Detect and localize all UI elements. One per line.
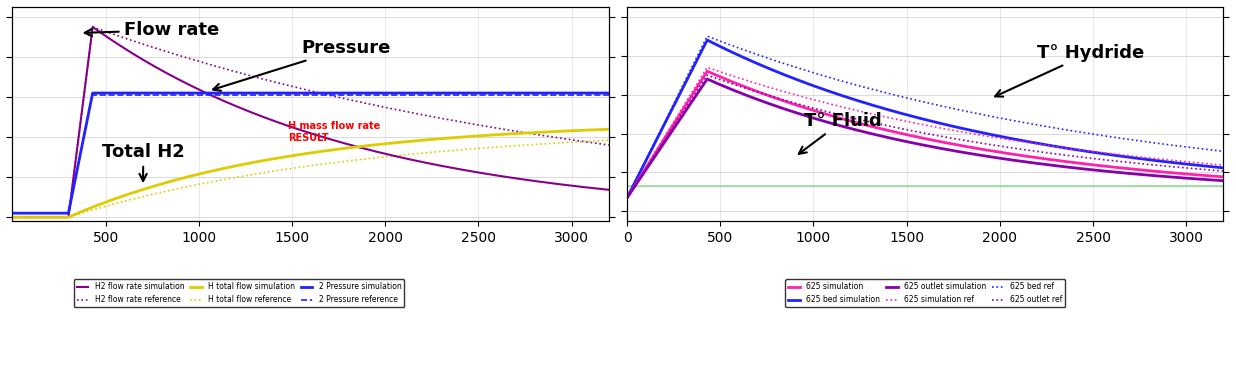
Text: T° Fluid: T° Fluid	[798, 112, 881, 154]
Text: H mass flow rate
RESULT: H mass flow rate RESULT	[288, 121, 381, 143]
Legend: 625 simulation, 625 bed simulation, 625 outlet simulation, 625 simulation ref, 6: 625 simulation, 625 bed simulation, 625 …	[785, 279, 1065, 307]
Legend: H2 flow rate simulation, H2 flow rate reference, H total flow simulation, H tota: H2 flow rate simulation, H2 flow rate re…	[74, 279, 404, 307]
Text: Total H2: Total H2	[103, 143, 184, 181]
Text: Flow rate: Flow rate	[85, 21, 220, 39]
Text: Pressure: Pressure	[213, 39, 391, 91]
Text: T° Hydride: T° Hydride	[995, 44, 1145, 96]
